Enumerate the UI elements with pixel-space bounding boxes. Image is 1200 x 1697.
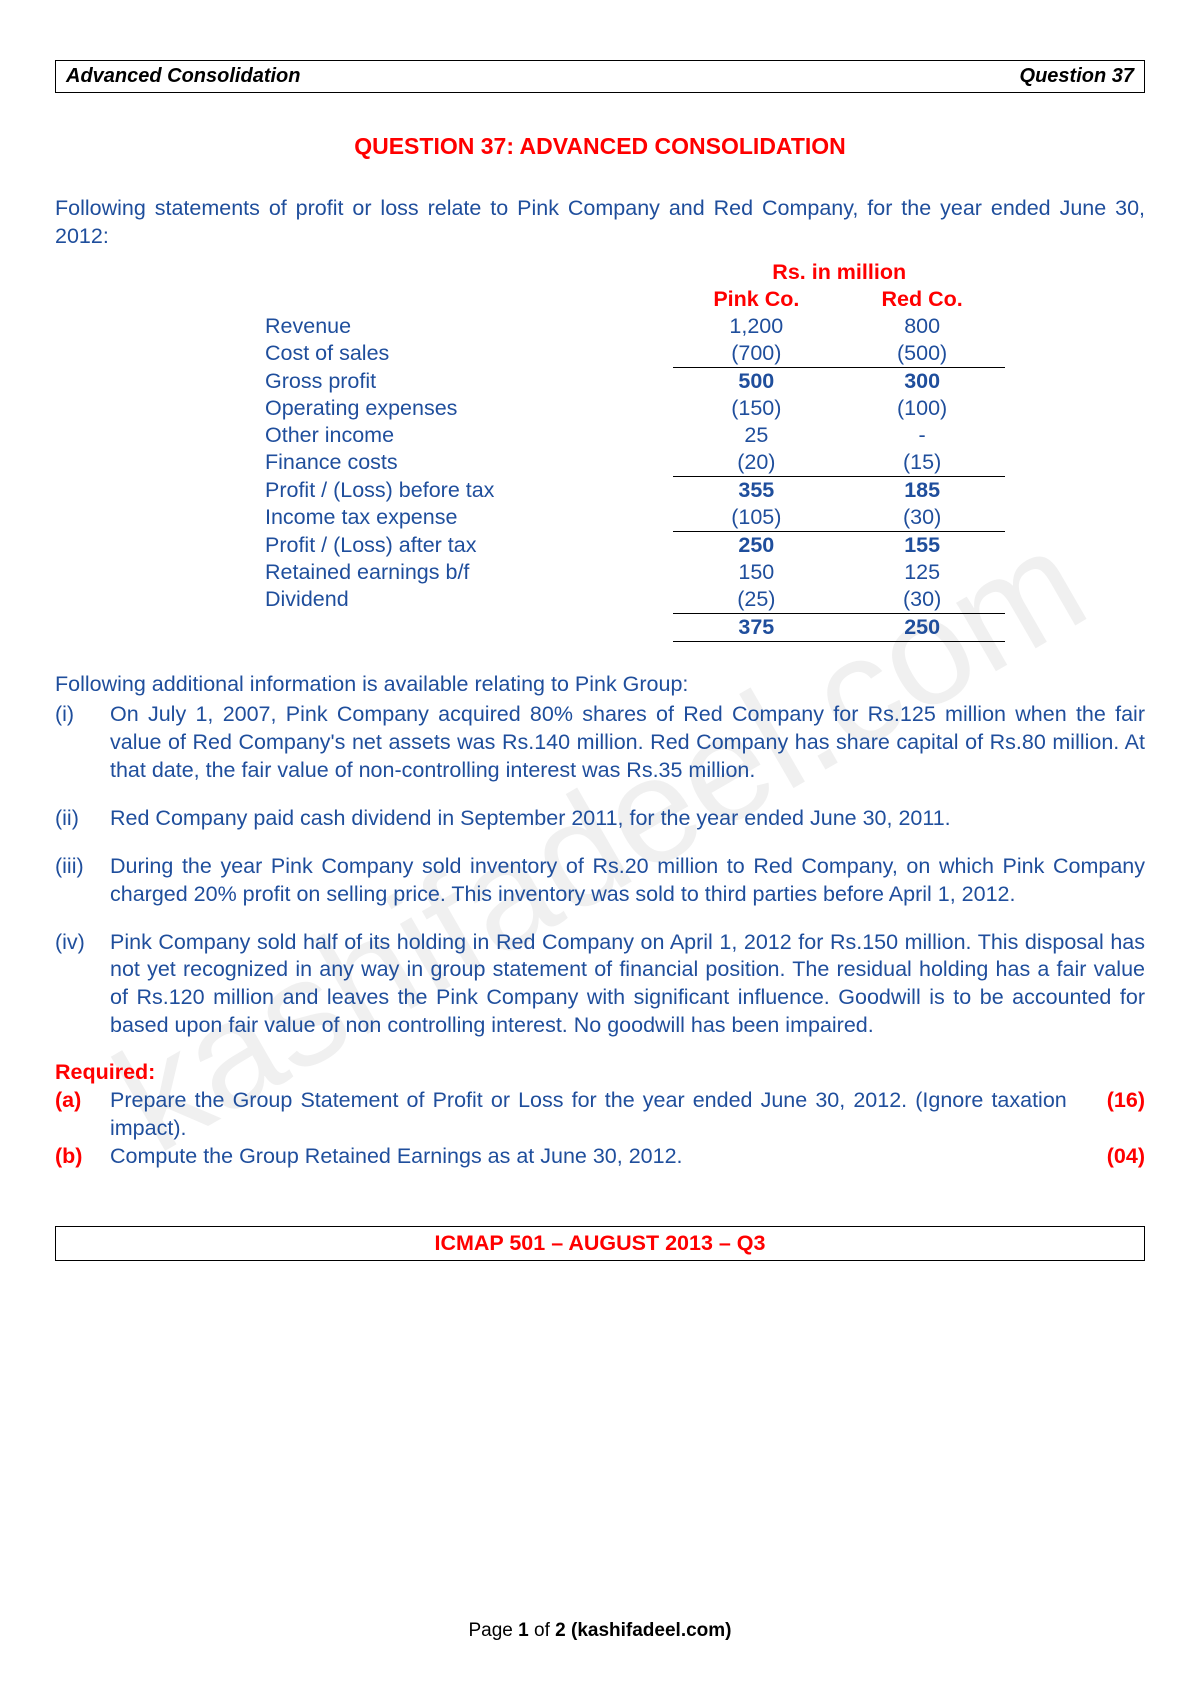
- row-value: 800: [839, 313, 1005, 340]
- required-item: (b)Compute the Group Retained Earnings a…: [55, 1143, 1145, 1171]
- table-row: Dividend(25)(30): [265, 586, 1005, 614]
- table-row: Income tax expense(105)(30): [265, 504, 1005, 532]
- table-row: Revenue1,200800: [265, 313, 1005, 340]
- row-value: (30): [839, 586, 1005, 614]
- row-value: 355: [673, 476, 839, 504]
- note-number: (iv): [55, 929, 110, 1041]
- note-item: (iii)During the year Pink Company sold i…: [55, 853, 1145, 909]
- col-header-2: Red Co.: [839, 286, 1005, 313]
- row-label: Profit / (Loss) before tax: [265, 476, 673, 504]
- note-text: Pink Company sold half of its holding in…: [110, 929, 1145, 1041]
- note-item: (i)On July 1, 2007, Pink Company acquire…: [55, 701, 1145, 785]
- required-item: (a)Prepare the Group Statement of Profit…: [55, 1087, 1145, 1143]
- table-row: Retained earnings b/f150125: [265, 559, 1005, 586]
- table-row: Gross profit500300: [265, 367, 1005, 395]
- header-box: Advanced Consolidation Question 37: [55, 60, 1145, 93]
- row-value: 300: [839, 367, 1005, 395]
- row-value: 1,200: [673, 313, 839, 340]
- table-super-header: Rs. in million: [673, 259, 1005, 286]
- footer-a: Page: [469, 1620, 519, 1641]
- footer-page-total: 2: [555, 1620, 566, 1641]
- row-label: Operating expenses: [265, 395, 673, 422]
- row-label: Cost of sales: [265, 340, 673, 368]
- required-marks: (04): [1067, 1143, 1145, 1171]
- row-label: Income tax expense: [265, 504, 673, 532]
- page-footer: Page 1 of 2 (kashifadeel.com): [55, 1620, 1145, 1642]
- required-list: (a)Prepare the Group Statement of Profit…: [55, 1087, 1145, 1171]
- row-value: 25: [673, 422, 839, 449]
- row-label: Revenue: [265, 313, 673, 340]
- row-value: (500): [839, 340, 1005, 368]
- row-label: Dividend: [265, 586, 673, 614]
- required-label: (a): [55, 1087, 110, 1143]
- table-row: Profit / (Loss) before tax355185: [265, 476, 1005, 504]
- note-text: During the year Pink Company sold invent…: [110, 853, 1145, 909]
- row-value: 250: [839, 613, 1005, 641]
- row-value: 155: [839, 531, 1005, 559]
- page-content: Advanced Consolidation Question 37 QUEST…: [55, 60, 1145, 1261]
- table-row: 375250: [265, 613, 1005, 641]
- footer-c: of: [529, 1620, 555, 1641]
- row-value: (105): [673, 504, 839, 532]
- row-value: (20): [673, 449, 839, 477]
- required-header: Required:: [55, 1060, 1145, 1085]
- table-row: Profit / (Loss) after tax250155: [265, 531, 1005, 559]
- intro-text: Following statements of profit or loss r…: [55, 195, 1145, 251]
- note-text: On July 1, 2007, Pink Company acquired 8…: [110, 701, 1145, 785]
- row-value: 150: [673, 559, 839, 586]
- note-text: Red Company paid cash dividend in Septem…: [110, 805, 1145, 833]
- row-value: (150): [673, 395, 839, 422]
- note-item: (iv)Pink Company sold half of its holdin…: [55, 929, 1145, 1041]
- col-header-1: Pink Co.: [673, 286, 839, 313]
- header-right: Question 37: [1020, 65, 1134, 88]
- row-value: (700): [673, 340, 839, 368]
- table-row: Cost of sales(700)(500): [265, 340, 1005, 368]
- source-box: ICMAP 501 – AUGUST 2013 – Q3: [55, 1226, 1145, 1261]
- row-label: Finance costs: [265, 449, 673, 477]
- row-label: Profit / (Loss) after tax: [265, 531, 673, 559]
- row-value: 375: [673, 613, 839, 641]
- required-marks: (16): [1067, 1087, 1145, 1143]
- note-number: (i): [55, 701, 110, 785]
- question-title: QUESTION 37: ADVANCED CONSOLIDATION: [55, 133, 1145, 160]
- row-value: (15): [839, 449, 1005, 477]
- row-value: 250: [673, 531, 839, 559]
- row-label: Retained earnings b/f: [265, 559, 673, 586]
- row-value: -: [839, 422, 1005, 449]
- notes-list: (i)On July 1, 2007, Pink Company acquire…: [55, 701, 1145, 1040]
- note-number: (iii): [55, 853, 110, 909]
- row-value: (100): [839, 395, 1005, 422]
- row-value: 500: [673, 367, 839, 395]
- row-label: Other income: [265, 422, 673, 449]
- financial-table: Rs. in million Pink Co. Red Co. Revenue1…: [195, 259, 1005, 642]
- header-left: Advanced Consolidation: [66, 65, 300, 88]
- row-value: (30): [839, 504, 1005, 532]
- table-row: Other income25-: [265, 422, 1005, 449]
- table-row: Operating expenses(150)(100): [265, 395, 1005, 422]
- notes-intro: Following additional information is avai…: [55, 672, 1145, 697]
- row-value: 185: [839, 476, 1005, 504]
- footer-site: (kashifadeel.com): [566, 1620, 732, 1641]
- note-number: (ii): [55, 805, 110, 833]
- note-item: (ii)Red Company paid cash dividend in Se…: [55, 805, 1145, 833]
- required-text: Prepare the Group Statement of Profit or…: [110, 1087, 1145, 1143]
- row-label: Gross profit: [265, 367, 673, 395]
- footer-page-num: 1: [518, 1620, 529, 1641]
- table-row: Finance costs(20)(15): [265, 449, 1005, 477]
- required-label: (b): [55, 1143, 110, 1171]
- row-value: (25): [673, 586, 839, 614]
- row-value: 125: [839, 559, 1005, 586]
- row-label: [265, 613, 673, 641]
- required-text: Compute the Group Retained Earnings as a…: [110, 1143, 1145, 1171]
